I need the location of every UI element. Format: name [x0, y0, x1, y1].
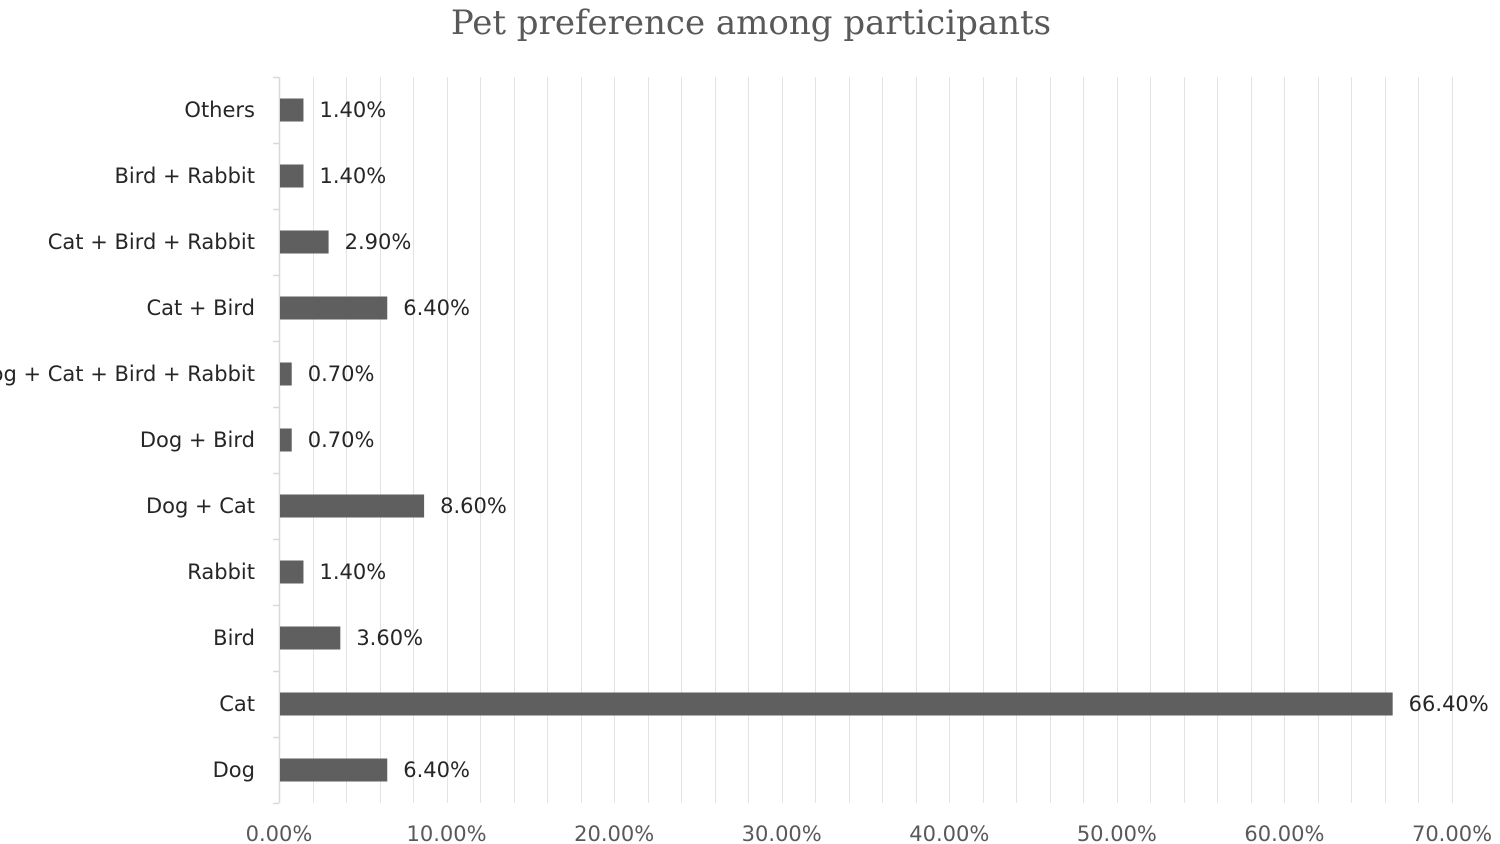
axes: [273, 76, 281, 805]
bar: [280, 230, 329, 254]
bars: [280, 98, 1393, 782]
x-tick-label: 30.00%: [742, 822, 822, 844]
data-label: 2.90%: [345, 230, 412, 254]
category-label: Dog + Cat + Bird + Rabbit: [0, 362, 255, 386]
bar: [280, 164, 304, 188]
bar: [280, 428, 292, 452]
category-label: Others: [184, 98, 255, 122]
bar: [280, 560, 304, 584]
data-label: 1.40%: [319, 560, 386, 584]
data-label: 3.60%: [356, 626, 423, 650]
data-label: 6.40%: [403, 296, 470, 320]
category-label: Dog + Cat: [146, 494, 255, 518]
data-label: 0.70%: [308, 428, 375, 452]
x-tick-label: 40.00%: [909, 822, 989, 844]
data-label: 1.40%: [319, 98, 386, 122]
category-label: Cat: [219, 692, 255, 716]
category-label: Bird: [213, 626, 255, 650]
category-label: Cat + Bird + Rabbit: [48, 230, 255, 254]
category-label: Bird + Rabbit: [114, 164, 255, 188]
chart-title: Pet preference among participants: [451, 3, 1051, 43]
x-tick-label: 10.00%: [407, 822, 487, 844]
bar: [280, 494, 425, 518]
bar: [280, 362, 292, 386]
grid-lines: [313, 77, 1453, 803]
data-label: 1.40%: [319, 164, 386, 188]
category-label: Dog: [213, 758, 255, 782]
bar: [280, 98, 304, 122]
data-label: 6.40%: [403, 758, 470, 782]
x-tick-label: 70.00%: [1412, 822, 1492, 844]
labels: Dog 6.40% Cat 66.40% Bird 3.60% Rabbit 1.40% Dog…: [0, 98, 1492, 844]
category-label: Rabbit: [187, 560, 255, 584]
data-label: 0.70%: [308, 362, 375, 386]
data-label: 8.60%: [440, 494, 507, 518]
x-tick-label: 20.00%: [574, 822, 654, 844]
bar: [280, 626, 341, 650]
x-tick-label: 60.00%: [1244, 822, 1324, 844]
bar: [280, 692, 1393, 716]
category-label: Dog + Bird: [140, 428, 255, 452]
category-label: Cat + Bird: [146, 296, 255, 320]
x-tick-label: 50.00%: [1077, 822, 1157, 844]
x-tick-label: 0.00%: [246, 822, 313, 844]
data-label: 66.40%: [1409, 692, 1489, 716]
bar: [280, 758, 388, 782]
bar: [280, 296, 388, 320]
